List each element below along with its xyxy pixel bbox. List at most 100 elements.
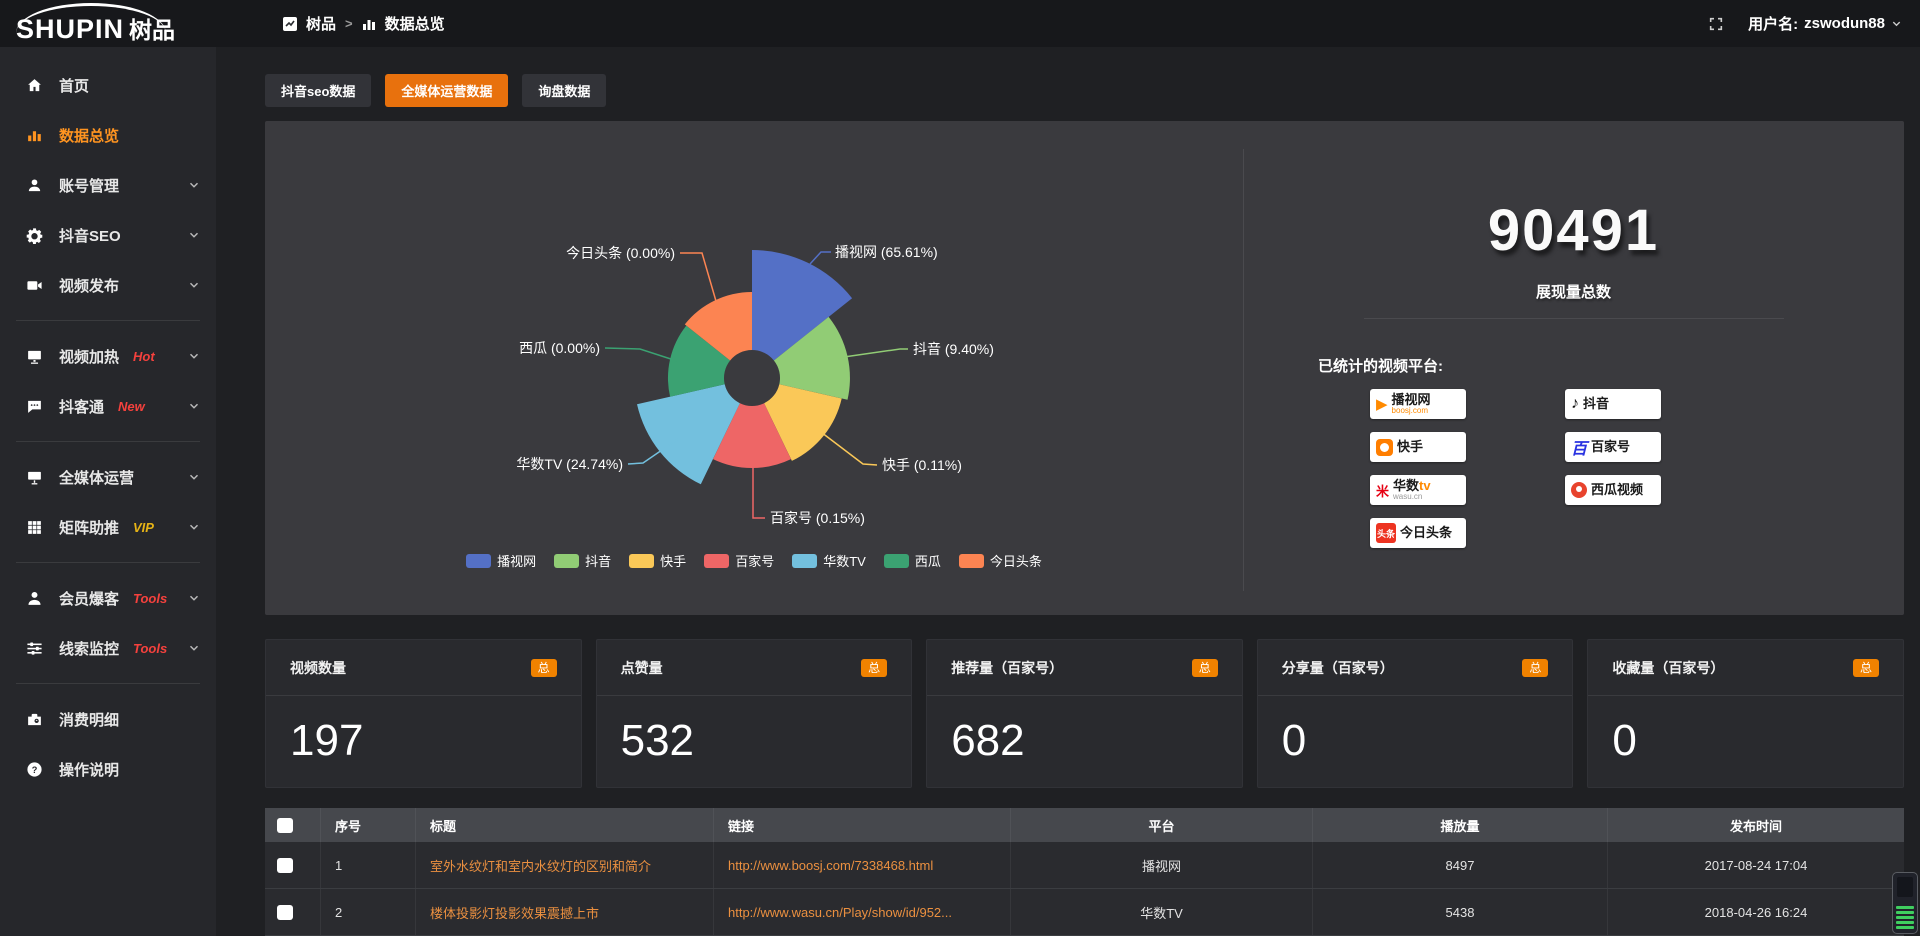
stat-card-value: 0 xyxy=(1281,716,1307,765)
legend-item-5[interactable]: 西瓜 xyxy=(883,551,941,570)
rose-pie-chart[interactable]: 播视网 (65.61%) 抖音 (9.40%) 快手 (0.11%) 百家号 (0.1… xyxy=(265,121,1243,551)
user-solid-icon xyxy=(24,590,44,607)
pie-slice-2[interactable] xyxy=(764,384,842,461)
table-row-2: 2 楼体投影灯投影效果震撼上市 http://www.wasu.cn/Play/sh… xyxy=(265,889,1904,936)
username-label: 用户名: xyxy=(1748,16,1799,33)
legend-item-2[interactable]: 快手 xyxy=(629,551,686,570)
sidebar-item-media-operation[interactable]: 全媒体运营 xyxy=(0,452,216,502)
legend-label: 百家号 xyxy=(735,554,775,569)
legend-swatch xyxy=(629,553,655,568)
tab-media-operation-data[interactable]: 全媒体运营数据 xyxy=(385,74,509,107)
cell-title[interactable]: 室外水纹灯和室内水纹灯的区别和简介 xyxy=(416,842,714,888)
douyin-note-icon: ♪ xyxy=(1571,395,1579,412)
sidebar-item-video-heat[interactable]: 视频加热 Hot xyxy=(0,331,216,381)
pie-label-3: 百家号 (0.15%) xyxy=(770,510,865,526)
sidebar-item-label: 消费明细 xyxy=(59,711,120,729)
platform-badge-douyin[interactable]: ♪ 抖音 xyxy=(1565,389,1661,419)
breadcrumb-root[interactable]: 树品 xyxy=(306,16,337,33)
kuaishou-icon xyxy=(1376,438,1393,456)
pie-slice-6[interactable] xyxy=(684,292,752,361)
pie-slice-4[interactable] xyxy=(637,384,740,485)
pie-slice-1[interactable] xyxy=(773,316,850,400)
sidebar-item-member-baoke[interactable]: 会员爆客 Tools xyxy=(0,573,216,623)
app-logo[interactable]: SHUPIN 树品 xyxy=(0,0,216,47)
platform-badge-baijiahao[interactable]: 百百家号 xyxy=(1565,432,1661,462)
stat-card-total-badge[interactable]: 总 xyxy=(1191,658,1218,677)
sidebar-item-data-overview[interactable]: 数据总览 xyxy=(0,110,216,160)
platform-badge-kuaishou[interactable]: 快手 xyxy=(1370,432,1466,462)
legend-item-3[interactable]: 百家号 xyxy=(704,551,774,570)
logo-arc xyxy=(16,3,166,33)
tab-bar: 抖音seo数据 全媒体运营数据 询盘数据 xyxy=(265,74,1904,107)
legend-item-1[interactable]: 抖音 xyxy=(554,551,611,570)
question-icon: ? xyxy=(24,761,44,778)
column-header-1: 标题 xyxy=(416,808,714,842)
breadcrumb-current[interactable]: 数据总览 xyxy=(384,16,445,33)
fullscreen-icon[interactable] xyxy=(1708,16,1724,32)
sidebar-item-badge: Hot xyxy=(133,348,155,364)
widget-bar xyxy=(1896,916,1914,919)
legend-label: 今日头条 xyxy=(989,554,1042,569)
pie-label-line-2 xyxy=(812,425,878,466)
legend-swatch xyxy=(958,553,984,568)
stat-card-total-badge[interactable]: 总 xyxy=(1852,658,1879,677)
user-menu[interactable]: 用户名: zswodun88 xyxy=(1748,13,1902,34)
floating-tool-widget[interactable] xyxy=(1892,872,1918,934)
grid-icon xyxy=(24,519,44,536)
boosj-play-icon: ▶ xyxy=(1376,396,1388,413)
sidebar-item-label: 视频发布 xyxy=(59,277,120,295)
chevron-down-icon xyxy=(188,592,200,604)
cell-link[interactable]: http://www.wasu.cn/Play/show/id/952... xyxy=(714,889,1011,935)
cell-link[interactable]: http://www.boosj.com/7338468.html xyxy=(714,842,1011,888)
sidebar-item-douyin-seo[interactable]: 抖音SEO xyxy=(0,210,216,260)
platform-name: 抖音 xyxy=(1583,396,1610,412)
platform-name: 今日头条 xyxy=(1400,525,1453,541)
table-row-1: 1 室外水纹灯和室内水纹灯的区别和简介 http://www.boosj.com/7… xyxy=(265,842,1904,889)
column-header-3: 平台 xyxy=(1011,808,1313,842)
sidebar-item-clue-monitor[interactable]: 线索监控 Tools xyxy=(0,623,216,673)
pie-slice-5[interactable] xyxy=(667,325,731,397)
platform-badge-toutiao[interactable]: 头条 今日头条 xyxy=(1370,518,1466,548)
sidebar-divider xyxy=(16,320,200,321)
stat-card-total-badge[interactable]: 总 xyxy=(861,658,888,677)
pie-label-line-3 xyxy=(752,453,765,519)
row-checkbox[interactable] xyxy=(277,857,293,873)
sidebar-divider xyxy=(16,562,200,563)
table-header-row: 序号 标题 链接 平台 播放量 发布时间 xyxy=(265,808,1904,842)
platform-badge-column-2: ♪ 抖音百百家号西瓜视频 xyxy=(1565,389,1661,505)
pie-label-5: 西瓜 (0.00%) xyxy=(519,340,600,356)
stat-card-total-badge[interactable]: 总 xyxy=(1522,658,1549,677)
video-table: 序号 标题 链接 平台 播放量 发布时间 1 室外水纹灯和室内水纹灯的区别和简介 http:/… xyxy=(265,808,1904,936)
chat-icon xyxy=(24,398,44,415)
sidebar-item-matrix-boost[interactable]: 矩阵助推 VIP xyxy=(0,502,216,552)
sidebar-item-video-publish[interactable]: 视频发布 xyxy=(0,260,216,310)
breadcrumb-separator: > xyxy=(345,16,353,31)
pie-slice-3[interactable] xyxy=(713,403,791,468)
tab-douyin-seo-data[interactable]: 抖音seo数据 xyxy=(265,74,372,107)
summary-panel: 90491 展现量总数 已统计的视频平台: ▶ 播视网 boosj.com 快手米华数… xyxy=(1243,121,1904,615)
svg-text:?: ? xyxy=(31,765,37,775)
tab-inquiry-data[interactable]: 询盘数据 xyxy=(522,74,607,107)
pie-slice-0[interactable] xyxy=(752,250,853,361)
select-all-checkbox[interactable] xyxy=(277,817,293,833)
legend-item-0[interactable]: 播视网 xyxy=(466,551,536,570)
sidebar-item-label: 数据总览 xyxy=(59,127,120,145)
stat-card-total-badge[interactable]: 总 xyxy=(530,658,557,677)
row-checkbox[interactable] xyxy=(277,904,293,920)
platform-badge-xigua[interactable]: 西瓜视频 xyxy=(1565,475,1661,505)
platform-badge-boosj[interactable]: ▶ 播视网 boosj.com xyxy=(1370,389,1466,419)
legend-item-4[interactable]: 华数TV xyxy=(792,551,866,570)
sidebar-item-instructions[interactable]: ? 操作说明 xyxy=(0,744,216,794)
sidebar-item-home[interactable]: 首页 xyxy=(0,60,216,110)
platform-badge-wasu[interactable]: 米华数tv wasu.cn xyxy=(1370,475,1466,505)
pie-label-6: 今日头条 (0.00%) xyxy=(566,245,675,261)
chevron-down-icon xyxy=(188,229,200,241)
chevron-down-icon xyxy=(188,279,200,291)
sidebar-item-consumption-detail[interactable]: 消费明细 xyxy=(0,694,216,744)
sidebar-item-douketong[interactable]: 抖客通 New xyxy=(0,381,216,431)
cell-title[interactable]: 楼体投影灯投影效果震撼上市 xyxy=(416,889,714,935)
legend-swatch xyxy=(792,553,818,568)
sidebar-item-account-management[interactable]: 账号管理 xyxy=(0,160,216,210)
legend-item-6[interactable]: 今日头条 xyxy=(958,551,1042,570)
